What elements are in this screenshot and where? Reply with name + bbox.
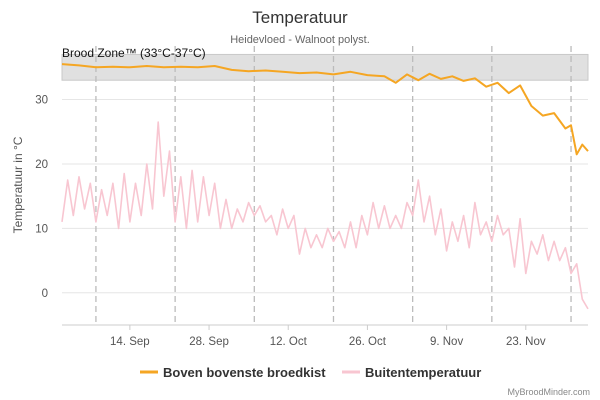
x-tick-label: 12. Oct	[270, 336, 308, 348]
y-tick-label: 10	[35, 223, 48, 235]
plot-area: 14. Sep 28. Sep 12. Oct 26. Oct 9. Nov 23. No…	[35, 46, 589, 348]
x-tick-label: 23. Nov	[506, 336, 546, 348]
legend-label-broedkist: Boven bovenste broedkist	[163, 365, 326, 380]
brood-zone-band	[61, 53, 589, 81]
legend[interactable]: Boven bovenste broedkist Buitentemperatu…	[140, 365, 481, 380]
brood-zone-label: Brood Zone™ (33°C-37°C)	[62, 46, 206, 60]
legend-item-broedkist[interactable]: Boven bovenste broedkist	[140, 365, 326, 380]
y-tick-label: 20	[35, 159, 48, 171]
x-tick-label: 14. Sep	[110, 336, 150, 348]
legend-item-buitentemperatuur[interactable]: Buitentemperatuur	[342, 365, 481, 380]
x-tick-label: 26. Oct	[349, 336, 387, 348]
x-tick-label: 28. Sep	[189, 336, 229, 348]
series-line-buitentemperatuur	[61, 121, 589, 310]
x-tick-label: 9. Nov	[430, 336, 463, 348]
credit-link[interactable]: MyBroodMinder.com	[507, 387, 590, 397]
chart-title: Temperatuur	[252, 8, 348, 27]
y-axis-label: Temperatuur in °C	[11, 136, 25, 233]
chart-subtitle: Heidevloed - Walnoot polyst.	[230, 34, 370, 46]
series-line-broedkist	[61, 63, 589, 156]
y-tick-label: 30	[35, 95, 48, 107]
y-tick-label: 0	[42, 288, 48, 300]
legend-label-buitentemperatuur: Buitentemperatuur	[365, 365, 481, 380]
